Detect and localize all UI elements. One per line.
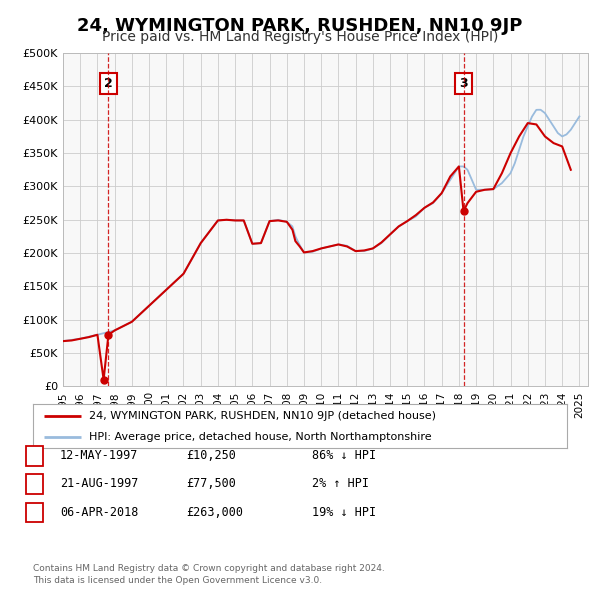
- Text: £263,000: £263,000: [186, 506, 243, 519]
- Text: 2: 2: [30, 477, 38, 490]
- Text: 12-MAY-1997: 12-MAY-1997: [60, 449, 139, 462]
- Text: 2: 2: [104, 77, 113, 90]
- Text: 1: 1: [30, 449, 38, 462]
- Text: 3: 3: [459, 77, 468, 90]
- Text: HPI: Average price, detached house, North Northamptonshire: HPI: Average price, detached house, Nort…: [89, 432, 431, 442]
- Text: 2% ↑ HPI: 2% ↑ HPI: [312, 477, 369, 490]
- Text: 24, WYMINGTON PARK, RUSHDEN, NN10 9JP (detached house): 24, WYMINGTON PARK, RUSHDEN, NN10 9JP (d…: [89, 411, 436, 421]
- Text: 3: 3: [30, 506, 38, 519]
- Text: £77,500: £77,500: [186, 477, 236, 490]
- Text: 86% ↓ HPI: 86% ↓ HPI: [312, 449, 376, 462]
- Text: 24, WYMINGTON PARK, RUSHDEN, NN10 9JP: 24, WYMINGTON PARK, RUSHDEN, NN10 9JP: [77, 17, 523, 35]
- Text: 21-AUG-1997: 21-AUG-1997: [60, 477, 139, 490]
- Text: £10,250: £10,250: [186, 449, 236, 462]
- Text: Contains HM Land Registry data © Crown copyright and database right 2024.
This d: Contains HM Land Registry data © Crown c…: [33, 565, 385, 585]
- Text: Price paid vs. HM Land Registry's House Price Index (HPI): Price paid vs. HM Land Registry's House …: [102, 30, 498, 44]
- Text: 19% ↓ HPI: 19% ↓ HPI: [312, 506, 376, 519]
- Text: 06-APR-2018: 06-APR-2018: [60, 506, 139, 519]
